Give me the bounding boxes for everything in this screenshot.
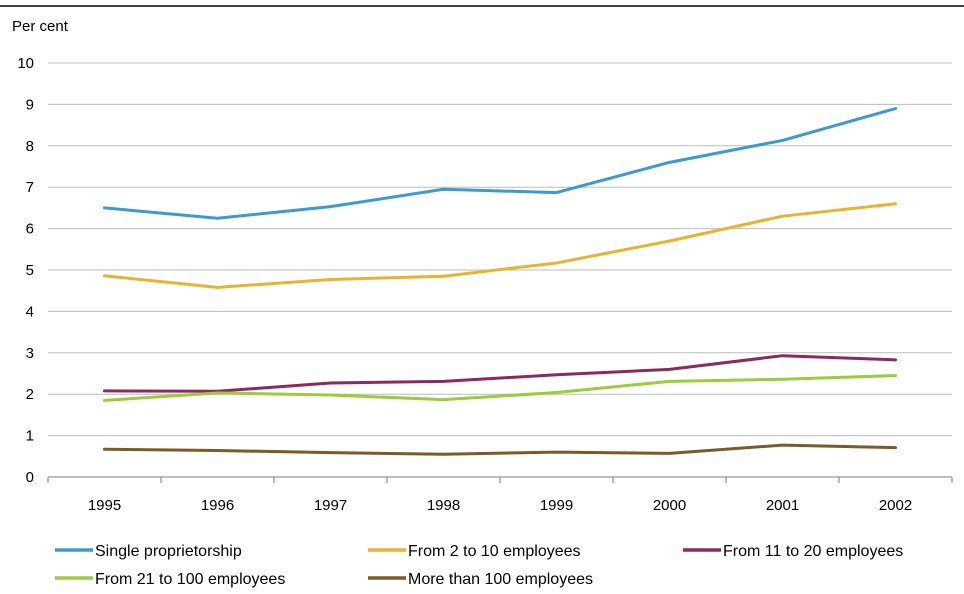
series-line-from-11-to-20-employees (103, 354, 897, 393)
legend: Single proprietorship From 2 to 10 employ… (55, 543, 903, 588)
series-line-single-proprietorship (103, 107, 897, 220)
legend-label: From 11 to 20 employees (723, 543, 903, 560)
y-tick-label: 9 (26, 96, 34, 113)
x-tick-label: 1995 (88, 497, 121, 514)
series-lines (103, 107, 897, 456)
series-line-from-21-to-100-employees (103, 374, 897, 402)
x-tick-label: 2000 (653, 497, 686, 514)
y-tick-label: 4 (26, 303, 34, 320)
legend-label: More than 100 employees (408, 571, 593, 588)
legend-label: From 21 to 100 employees (95, 571, 285, 588)
y-tick-label: 1 (26, 428, 34, 445)
y-tick-label: 10 (17, 55, 34, 72)
legend-label: From 2 to 10 employees (408, 543, 581, 560)
y-tick-label: 2 (26, 386, 34, 403)
legend-label: Single proprietorship (95, 543, 242, 560)
y-tick-labels: 0 1 2 3 4 5 6 7 8 9 10 (17, 55, 34, 486)
y-tick-label: 7 (26, 179, 34, 196)
y-axis-label: Per cent (12, 18, 69, 35)
x-tick-label: 1997 (314, 497, 347, 514)
x-tick-label: 1998 (427, 497, 460, 514)
x-tick-label: 2002 (879, 497, 912, 514)
gridlines (48, 62, 952, 437)
x-tick-label: 1996 (201, 497, 234, 514)
y-tick-label: 5 (26, 262, 34, 279)
y-tick-label: 6 (26, 221, 34, 238)
y-tick-label: 3 (26, 345, 34, 362)
y-tick-label: 8 (26, 138, 34, 155)
x-tick-label: 2001 (766, 497, 799, 514)
x-tick-label: 1999 (540, 497, 573, 514)
series-line-more-than-100-employees (103, 443, 897, 456)
series-line-from-2-to-10-employees (103, 202, 897, 289)
y-tick-label: 0 (26, 469, 34, 486)
axes (47, 476, 953, 483)
x-tick-labels: 1995 1996 1997 1998 1999 2000 2001 2002 (88, 497, 912, 514)
